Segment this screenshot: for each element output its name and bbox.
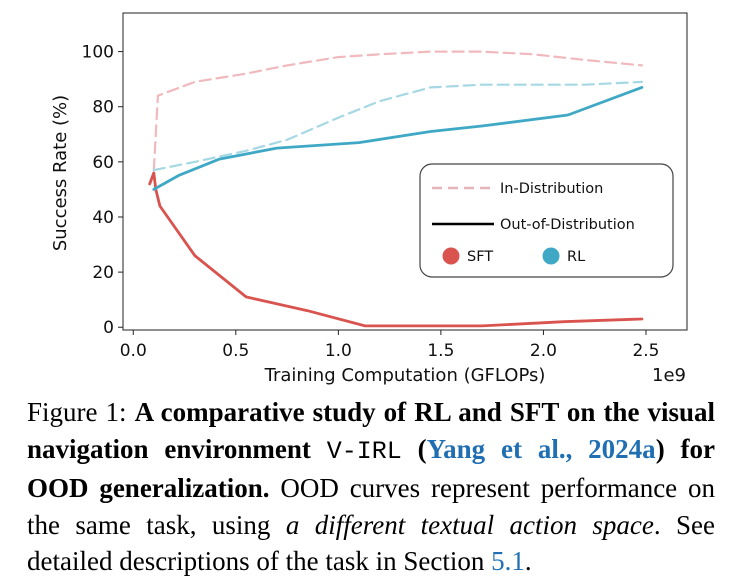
legend-in-distribution: In-Distribution — [500, 181, 603, 197]
y-tick-label: 60 — [92, 153, 114, 173]
legend-sft-marker — [442, 247, 460, 265]
legend-rl-marker — [542, 247, 560, 265]
env-name: V-IRL — [326, 436, 402, 466]
y-tick-label: 40 — [92, 208, 114, 228]
x-tick-label: 2.5 — [632, 341, 659, 361]
caption-text-2: . See detailed descriptions of the task … — [27, 509, 715, 577]
success-rate-chart: 0 20 40 60 80 100 0.0 0.5 1.0 1.5 2.0 2.5 Success R… — [50, 12, 688, 386]
figure-caption: Figure 1: A comparative study of RL and … — [27, 394, 715, 580]
x-axis-label: Training Computation (GFLOPs) — [264, 365, 546, 386]
chart-legend: In-Distribution Out-of-Distribution SFT … — [419, 163, 674, 278]
caption-text-1: OOD curves represent performance on the … — [27, 473, 715, 540]
section-link[interactable]: 5.1 — [491, 546, 525, 576]
caption-italic: a different textual action space — [285, 509, 654, 540]
caption-text-3: . — [524, 546, 532, 576]
sft-out-of-distribution-line — [148, 171, 644, 328]
legend-out-of-distribution: Out-of-Distribution — [500, 217, 635, 233]
caption-bold-title: A comparative study of RL and SFT on the… — [27, 397, 715, 464]
x-tick-label: 1.5 — [427, 341, 454, 361]
y-tick-label: 80 — [92, 98, 114, 118]
cite-open: ( — [417, 433, 427, 464]
figure-label: Figure 1: — [27, 397, 127, 427]
legend-sft: SFT — [467, 249, 493, 265]
y-axis-label: Success Rate (%) — [50, 95, 71, 251]
legend-rl: RL — [567, 249, 585, 265]
sft-in-distribution-line — [152, 50, 644, 172]
y-tick-label: 20 — [92, 263, 114, 283]
legend-frame — [419, 163, 674, 278]
x-tick-label: 2.0 — [530, 341, 557, 361]
x-tick-label: 0.5 — [222, 341, 249, 361]
y-tick-label: 0 — [103, 318, 114, 338]
plot-frame — [122, 12, 688, 331]
rl-out-of-distribution-line — [152, 86, 644, 191]
caption-bold-subtitle: for OOD generalization. — [27, 433, 716, 504]
x-tick-label: 0.0 — [120, 341, 147, 361]
y-tick-label: 100 — [82, 43, 114, 63]
x-tick-label: 1.0 — [325, 341, 352, 361]
x-scale-label: 1e9 — [652, 365, 686, 386]
rl-in-distribution-line — [152, 80, 644, 172]
citation-link[interactable]: Yang et al., 2024a — [426, 433, 656, 464]
cite-close: ) — [655, 433, 665, 464]
